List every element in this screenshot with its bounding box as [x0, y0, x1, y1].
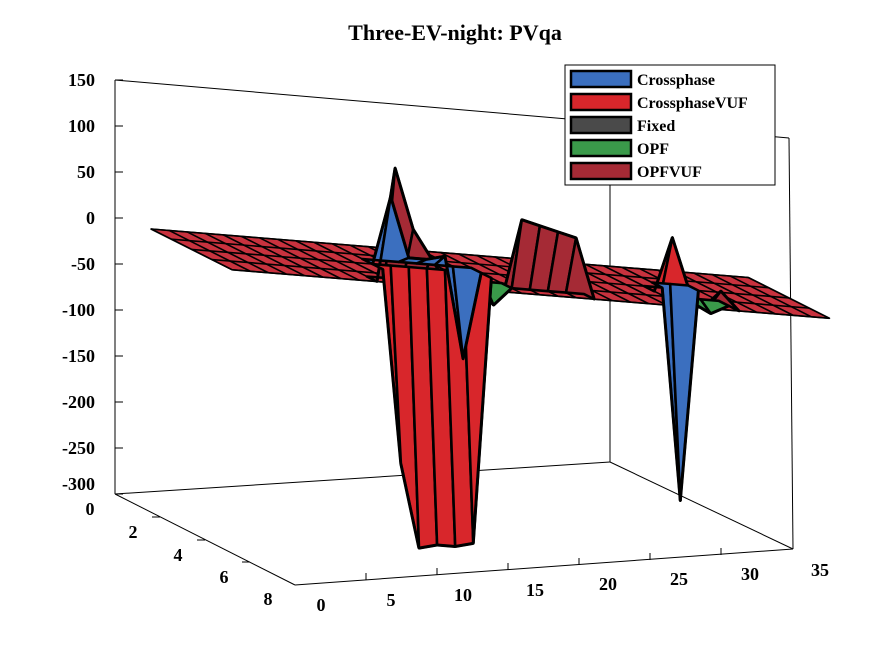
svg-text:-150: -150: [62, 346, 95, 366]
legend-entry-opf: OPF: [569, 138, 669, 158]
legend-entry-crossphasevuf: CrossphaseVUF: [569, 92, 748, 112]
back-right-edge: [788, 137, 794, 550]
surface-ridge-crossphase: [461, 272, 483, 360]
back-right-bottom: [609, 461, 794, 550]
svg-text:35: 35: [811, 560, 829, 580]
surface-ridge-crossphasevuf: [381, 269, 403, 465]
legend-label: OPFVUF: [637, 164, 702, 181]
y-axis: 0 2 4 6 8: [86, 499, 273, 609]
svg-text:-300: -300: [62, 474, 95, 494]
surface-ridge-crossphase: [389, 196, 411, 259]
legend-swatch: [569, 92, 633, 112]
surface-ridge-opfvuf: [557, 230, 577, 240]
svg-text:15: 15: [526, 580, 544, 600]
svg-text:25: 25: [670, 569, 688, 589]
z-axis: 150 100 50 0 -50 -100 -150 -200 -250 -30…: [62, 70, 123, 495]
y-tick: 6: [220, 561, 250, 587]
surface-layer: [150, 166, 831, 550]
y-tick: 8: [264, 589, 273, 609]
svg-text:50: 50: [77, 162, 95, 182]
svg-text:150: 150: [68, 70, 95, 90]
surface-ridge-crossphasevuf: [399, 463, 421, 549]
surface-ridge-crossphasevuf: [471, 277, 493, 544]
surface-ridge-opfvuf: [539, 224, 559, 234]
x-tick: 5: [365, 573, 396, 610]
svg-text:100: 100: [68, 116, 95, 136]
surface-ridge-opfvuf: [574, 237, 596, 300]
x-tick: 0: [317, 595, 326, 615]
svg-text:0: 0: [86, 208, 95, 228]
legend-label: CrossphaseVUF: [637, 95, 748, 112]
y-tick: 0: [86, 499, 95, 519]
z-tick: 150: [68, 70, 123, 90]
surface-panel-crossphase: [451, 265, 483, 361]
y-tick: 4: [174, 539, 205, 565]
z-tick: -250: [62, 438, 123, 458]
x-tick: 15: [507, 563, 544, 600]
legend-entry-crossphase: Crossphase: [569, 69, 715, 89]
legend-label: Fixed: [637, 118, 675, 135]
z-tick: -50: [71, 254, 123, 274]
y-tick: 2: [129, 516, 160, 542]
svg-text:-100: -100: [62, 300, 95, 320]
svg-text:-50: -50: [71, 254, 95, 274]
surface-ridge-opfvuf: [521, 218, 541, 228]
legend-entry-opfvuf: OPFVUF: [569, 161, 702, 181]
surface-ridge-opf: [710, 304, 730, 315]
surface-ridge-crossphasevuf: [436, 543, 456, 548]
svg-text:30: 30: [741, 564, 759, 584]
z-tick: 50: [77, 162, 123, 182]
surface-ridge-crossphasevuf: [418, 543, 438, 550]
chart-title: Three-EV-night: PVqa: [348, 20, 562, 45]
svg-text:2: 2: [129, 522, 138, 542]
legend-swatch: [569, 161, 633, 181]
z-tick: 0: [86, 208, 123, 228]
surface-panel-opf: [699, 297, 731, 315]
surface-ridge-crossphase: [660, 287, 682, 501]
legend-swatch: [569, 115, 633, 135]
svg-text:20: 20: [599, 574, 617, 594]
svg-text:-200: -200: [62, 392, 95, 412]
x-tick: 10: [436, 568, 472, 605]
surface-ridge-crossphasevuf: [454, 541, 474, 548]
z-tick: 100: [68, 116, 123, 136]
surface-ridge-opfvuf: [393, 167, 415, 230]
legend: Crossphase CrossphaseVUF Fixed OPF OPFVU…: [564, 64, 776, 186]
z-tick: -300: [62, 474, 123, 495]
surface-ridge-crossphase: [678, 290, 700, 501]
svg-text:5: 5: [387, 590, 396, 610]
svg-text:-250: -250: [62, 438, 95, 458]
legend-entry-fixed: Fixed: [569, 115, 675, 135]
legend-label: OPF: [637, 141, 669, 158]
svg-text:10: 10: [454, 585, 472, 605]
surface-ridge-crossphase: [426, 254, 446, 261]
z-tick: -150: [62, 346, 123, 366]
x-tick: 20: [578, 558, 617, 594]
x-tick: 30: [720, 548, 759, 584]
z-tick: -100: [62, 300, 123, 320]
z-tick: -200: [62, 392, 123, 412]
x-axis: 0 5 10 15 20 25 30 35: [317, 548, 829, 615]
svg-text:0: 0: [317, 595, 326, 615]
surface-ridge-crossphase: [408, 256, 428, 261]
back-bottom-edge: [114, 461, 611, 495]
legend-swatch: [569, 69, 633, 89]
legend-swatch: [569, 138, 633, 158]
x-axis-line: [294, 548, 794, 586]
svg-text:6: 6: [220, 567, 229, 587]
legend-label: Crossphase: [637, 72, 715, 89]
surface-ridge-opfvuf: [411, 228, 433, 260]
svg-text:4: 4: [174, 545, 183, 565]
surface-ridge-opfvuf: [719, 290, 741, 312]
svg-text:8: 8: [264, 589, 273, 609]
svg-text:0: 0: [86, 499, 95, 519]
x-tick: 25: [649, 553, 688, 589]
surface-ridge-opf: [492, 287, 513, 307]
x-tick: 35: [811, 560, 829, 580]
